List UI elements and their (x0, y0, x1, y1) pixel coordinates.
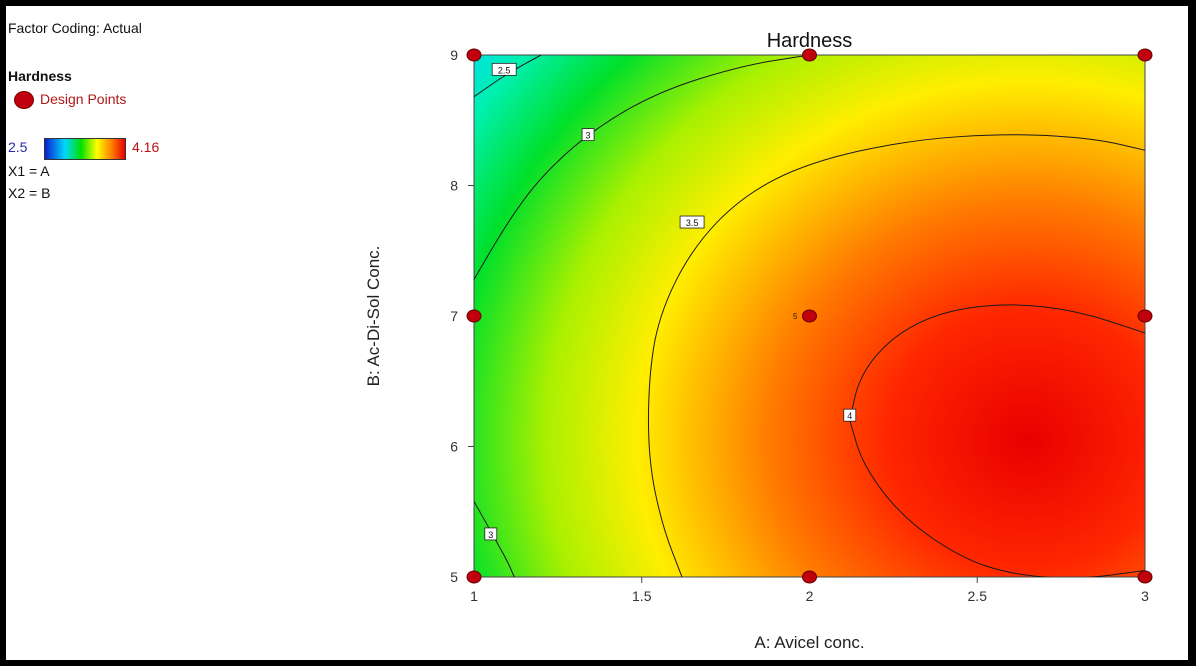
contour-label: 3 (586, 131, 591, 141)
x-tick-label: 1.5 (632, 588, 652, 604)
design-point (802, 309, 817, 323)
y-axis-label: B: Ac-Di-Sol Conc. (364, 246, 383, 387)
x-tick-label: 2.5 (968, 588, 988, 604)
design-point (466, 309, 482, 323)
contour-line-2-5 (474, 55, 542, 98)
x-tick-label: 3 (1141, 588, 1149, 604)
y-tick-label: 9 (450, 47, 458, 63)
design-point-count: 5 (793, 312, 798, 321)
contour-label-box (484, 527, 498, 541)
contour-label-box (679, 215, 705, 229)
color-scale-min: 2.5 (8, 139, 28, 155)
design-point (466, 570, 482, 584)
contour-label: 2.5 (498, 65, 511, 75)
design-point (1137, 48, 1153, 62)
x-tick-label: 2 (806, 588, 814, 604)
y-tick-label: 7 (450, 308, 458, 324)
contour-label-box (843, 408, 857, 422)
contour-label-box (581, 128, 595, 142)
contour-chart: 2.5 3 3 3.5 4 1 1.5 2 2.5 3 5 6 7 8 9 5 Hardness A: Avice… (364, 30, 1153, 652)
design-point (1137, 309, 1153, 323)
contour-label: 4 (847, 411, 852, 421)
x-tick-label: 1 (470, 588, 478, 604)
color-scale-max: 4.16 (132, 139, 160, 155)
contour-label: 3.5 (686, 218, 699, 228)
contour-line-3-5 (647, 134, 1145, 577)
contour-line-4 (849, 420, 1145, 577)
design-point (802, 570, 817, 584)
contour-label: 3 (488, 530, 493, 540)
factor-coding-label: Factor Coding: Actual (8, 20, 142, 36)
chart-window: Factor Coding: Actual Hardness Design Po… (6, 6, 1188, 660)
factor-x1-label: X1 = A (8, 163, 50, 179)
design-point (802, 48, 817, 62)
legend-title: Hardness (8, 68, 72, 84)
factor-x2-label: X2 = B (8, 185, 51, 201)
color-scale-bar (44, 138, 126, 160)
design-points-legend-label: Design Points (40, 91, 127, 107)
y-tick-label: 8 (450, 178, 458, 194)
contour-line-3 (474, 55, 810, 280)
design-point-legend-marker (14, 91, 34, 109)
contour-label-box (491, 62, 517, 76)
design-point (1137, 570, 1153, 584)
contour-line-4 (849, 304, 1145, 421)
x-axis-label: A: Avicel conc. (754, 633, 864, 652)
chart-title: Hardness (767, 30, 853, 52)
y-tick-label: 6 (450, 439, 458, 455)
y-tick-label: 5 (450, 569, 458, 585)
design-point (466, 48, 482, 62)
